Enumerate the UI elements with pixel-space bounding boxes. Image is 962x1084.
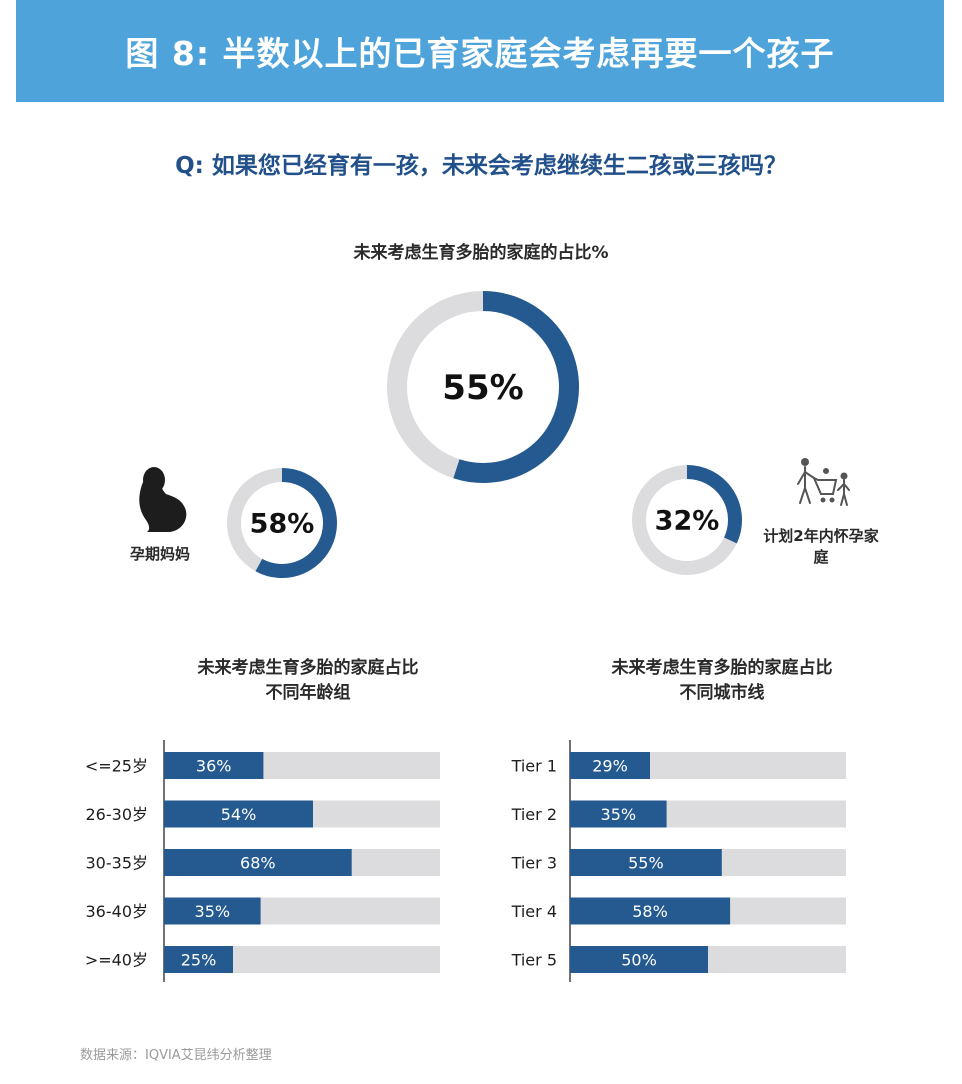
bar-value-label-2-0: 29% [592,757,628,776]
family-icon-child-in-cart [823,468,829,474]
survey-question: Q: 如果您已经育有一孩，未来会考虑继续生二孩或三孩吗？ [175,153,787,179]
pregnant-mom-caption: 孕期妈妈 [129,545,190,563]
pregnant-icon-body [139,482,187,532]
bar-value-label-1-1: 54% [221,805,257,824]
family-icon-adult-head [801,458,809,466]
donut-value-label-1: 58% [250,509,315,540]
bar-category-label-1-1: 26-30岁 [86,805,149,824]
bar-value-label-1-0: 36% [196,757,232,776]
family-with-cart-icon [797,458,850,506]
family-icon-cart-wheel-2 [829,497,835,503]
donut-arc-1 [255,468,337,578]
donut-arc-0 [453,291,579,483]
bar-1-2 [164,849,352,876]
bar-category-label-2-4: Tier 5 [511,951,557,970]
donut-value-label-2: 32% [655,506,720,537]
bar-category-label-2-0: Tier 1 [511,757,557,776]
tier-chart-title-line1: 未来考虑生育多胎的家庭占比 [611,658,833,678]
age-chart-title: 未来考虑生育多胎的家庭占比 不同年龄组 [143,656,473,706]
bar-2-4 [570,946,708,973]
bar-category-label-2-2: Tier 3 [511,854,557,873]
age-chart-title-line2: 不同年龄组 [265,683,351,703]
planning-family-caption: 计划2年内怀孕家庭 [763,527,879,566]
bar-value-label-1-4: 25% [181,951,217,970]
bar-2-2 [570,849,722,876]
pregnant-woman-icon [139,467,187,532]
bar-category-label-1-4: >=40岁 [85,951,148,970]
bar-category-label-2-1: Tier 2 [511,805,557,824]
bar-value-label-2-1: 35% [601,805,637,824]
family-icon-adult-body [797,466,815,504]
bar-category-label-1-3: 36-40岁 [86,902,149,921]
tier-chart-title: 未来考虑生育多胎的家庭占比 不同城市线 [557,656,887,706]
tier-chart-title-line2: 不同城市线 [679,683,765,703]
bar-category-label-2-3: Tier 4 [511,902,557,921]
figure-title: 图 8: 半数以上的已育家庭会考虑再要一个孩子 [125,34,835,73]
age-chart-title-line1: 未来考虑生育多胎的家庭占比 [197,658,419,678]
donut-value-label-0: 55% [442,368,523,408]
bar-2-3 [570,897,731,925]
family-icon-child-head [840,472,848,480]
bar-1-4 [164,946,233,973]
bar-value-label-2-2: 55% [628,854,664,873]
family-icon-child-body [837,479,850,506]
figure-title-banner: 图 8: 半数以上的已育家庭会考虑再要一个孩子 [16,0,944,102]
bar-value-label-2-3: 58% [632,902,668,921]
bar-category-label-1-2: 30-35岁 [86,854,149,873]
donut-chart-title: 未来考虑生育多胎的家庭的占比% [353,243,609,263]
bar-1-0 [164,752,264,779]
family-icon-cart-wheel-1 [820,497,826,503]
bar-2-1 [570,800,667,828]
bar-1-3 [164,897,261,925]
family-icon-cart [811,475,838,495]
source-note: 数据来源：IQVIA艾昆纬分析整理 [80,1048,272,1063]
bar-category-label-1-0: <=25岁 [85,757,148,776]
bar-value-label-2-4: 50% [621,951,657,970]
bar-value-label-1-3: 35% [195,902,231,921]
bar-value-label-1-2: 68% [240,854,276,873]
donut-arc-2 [686,465,742,544]
bar-2-0 [570,752,650,779]
bar-1-1 [164,800,313,828]
